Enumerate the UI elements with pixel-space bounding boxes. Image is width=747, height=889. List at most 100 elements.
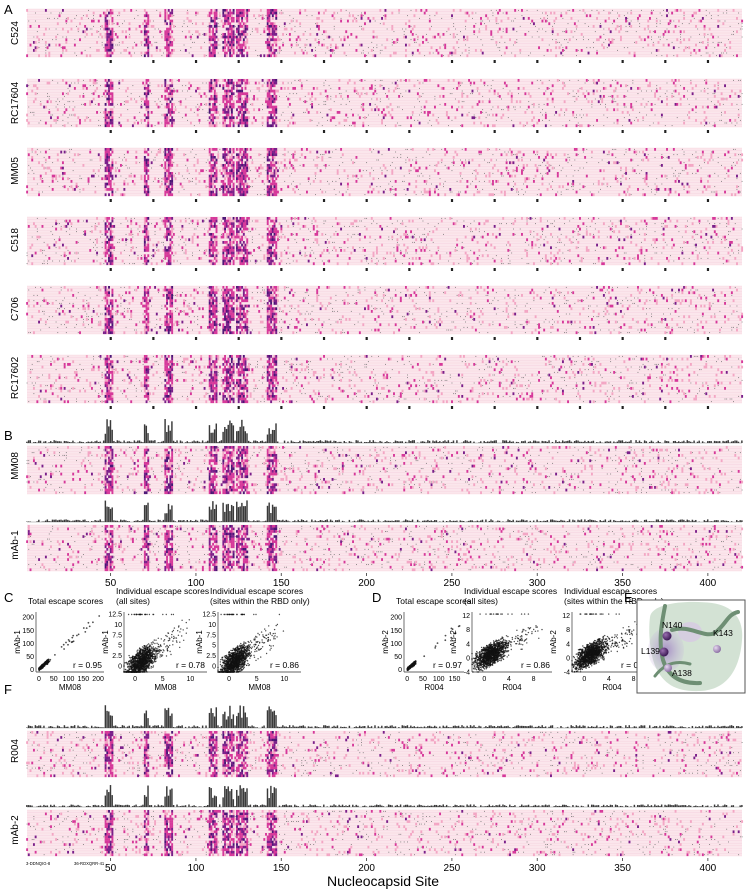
scatter-point <box>139 613 141 616</box>
scatter-y-tick-label: 200 <box>390 615 402 622</box>
x-tick-label: 50 <box>105 578 117 589</box>
scatter-point <box>522 628 524 631</box>
scatter-y-tick-label: 0 <box>398 667 402 674</box>
scatter-point <box>172 644 174 646</box>
scatter-point <box>85 627 88 629</box>
scatter-point <box>485 668 488 670</box>
scatter-point <box>502 658 505 661</box>
scatter-point <box>225 657 228 660</box>
scatter-point <box>471 659 473 661</box>
scatter-point <box>225 664 227 666</box>
scatter-point <box>499 649 501 651</box>
scatter-y-tick-label: 8 <box>466 627 470 634</box>
scatter-point <box>496 656 498 658</box>
scatter-point <box>502 644 504 647</box>
scatter-point <box>434 647 437 649</box>
scatter-point <box>156 651 158 653</box>
scatter-point <box>626 645 628 647</box>
scatter-point <box>260 631 263 633</box>
scatter-point <box>517 634 519 637</box>
scatter-point <box>491 656 493 658</box>
scatter-point <box>144 661 146 663</box>
scatter-point <box>246 659 248 661</box>
scatter-x-tick-label: 4 <box>607 676 611 683</box>
scatter-point <box>147 643 150 645</box>
scatter-point <box>165 655 168 657</box>
scatter-x-label: MM08 <box>248 683 271 692</box>
scatter-point <box>226 660 228 662</box>
scatter-point <box>123 664 125 666</box>
scatter-point <box>536 626 538 628</box>
scatter-point <box>140 667 143 670</box>
scatter-point <box>488 666 490 668</box>
scatter-point <box>238 650 241 653</box>
scatter-point <box>479 662 481 664</box>
scatter-point <box>523 640 525 642</box>
scatter-point <box>250 641 253 644</box>
scatter-point <box>489 613 491 615</box>
scatter-point <box>628 626 630 628</box>
scatter-point <box>505 641 507 644</box>
scatter-point <box>223 667 226 669</box>
scatter-point <box>165 646 167 648</box>
scatter-point <box>135 613 137 616</box>
scatter-point <box>141 657 143 660</box>
scatter-x-tick-label: 50 <box>419 676 427 683</box>
scatter-point <box>610 644 613 646</box>
row-label-c706: C706 <box>10 297 21 321</box>
scatter-point <box>223 660 226 662</box>
scatter-point <box>506 647 509 649</box>
scatter-point <box>581 668 584 671</box>
scatter-point <box>493 644 495 646</box>
scatter-point <box>482 650 484 652</box>
scatter-point <box>278 613 281 616</box>
scatter-point <box>519 636 522 638</box>
scatter-point <box>254 650 256 653</box>
scatter-point <box>486 665 488 668</box>
scatter-point <box>182 629 184 631</box>
scatter-point <box>238 645 240 647</box>
scatter-point <box>139 651 142 654</box>
scatter-point <box>520 643 522 645</box>
scatter-point <box>240 648 243 650</box>
scatter-point <box>143 654 145 656</box>
scatter-point <box>486 646 488 648</box>
scatter-point <box>154 658 157 660</box>
scatter-point <box>604 634 606 637</box>
scatter-point <box>236 654 238 656</box>
scatter-point <box>160 645 162 647</box>
scatter-point <box>153 650 155 652</box>
x-tick-label: 250 <box>444 578 461 589</box>
scatter-point <box>246 648 249 650</box>
scatter-x-tick-label: 0 <box>37 676 41 683</box>
scatter-point <box>486 652 488 654</box>
scatter-point <box>491 646 494 649</box>
scatter-point <box>232 652 234 654</box>
scatter-point <box>501 649 503 651</box>
scatter-point <box>479 651 481 653</box>
scatter-point <box>485 613 487 615</box>
scatter-point <box>231 670 234 672</box>
scatter-point <box>150 667 152 669</box>
scatter-point <box>43 664 46 667</box>
scatter-point <box>275 624 277 627</box>
scatter-point <box>475 652 477 655</box>
scatter-point <box>235 649 238 651</box>
scatter-y-tick-label: 12 <box>562 613 570 620</box>
scatter-point <box>502 638 505 641</box>
scatter-point <box>146 660 148 662</box>
scatter-point <box>496 654 499 656</box>
scatter-point <box>144 651 146 653</box>
scatter-point <box>508 640 510 642</box>
scatter-point <box>217 671 220 673</box>
scatter-point <box>241 644 244 646</box>
panel-letter-d: D <box>372 590 381 605</box>
scatter-point <box>243 644 245 646</box>
scatter-point <box>136 666 138 669</box>
scatter-point <box>131 671 133 673</box>
scatter-point <box>265 637 267 640</box>
scatter-y-tick-label: 4 <box>566 641 570 648</box>
scatter-x-tick-label: 150 <box>449 676 461 683</box>
scatter-point <box>507 650 510 652</box>
scatter-point <box>492 658 494 660</box>
